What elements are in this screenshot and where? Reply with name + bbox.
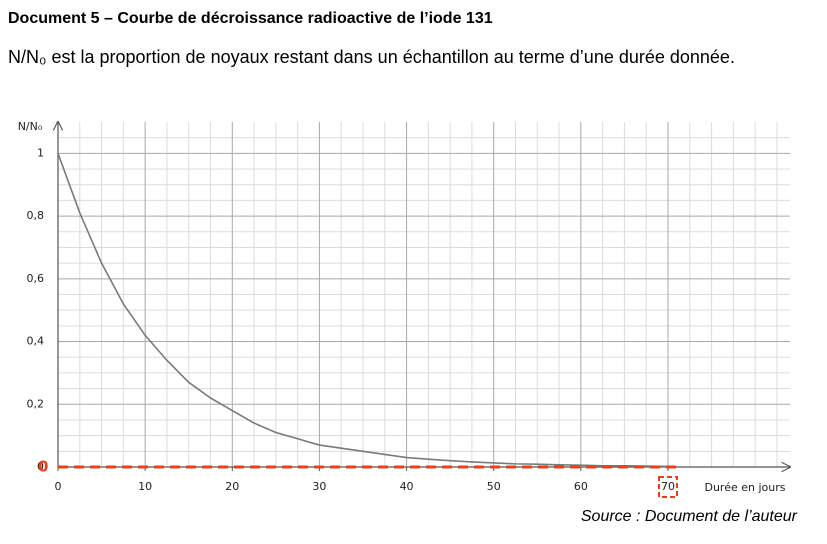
- x-tick-label: 40: [400, 480, 414, 493]
- x-tick-label: 70: [661, 480, 675, 493]
- x-tick-label: 0: [55, 480, 62, 493]
- y-tick-label: 0,2: [27, 397, 45, 410]
- source: Source : Document de l’auteur: [580, 508, 797, 525]
- red-dashed-box: [658, 476, 678, 498]
- y-tick-label: 0,4: [27, 335, 45, 348]
- x-axis-label: Durée en jours: [704, 481, 785, 494]
- doc-text: N/N₀ est la proportion de noyaux restant…: [8, 47, 735, 67]
- y-tick-label: 1: [37, 146, 44, 159]
- doc-title: Document 5 – Courbe de décroissance radi…: [8, 10, 493, 27]
- x-tick-label: 20: [225, 480, 239, 493]
- annotation: 0: [38, 458, 48, 476]
- y-tick-label: 0,6: [27, 272, 45, 285]
- y-axis-label: N/N₀: [18, 120, 43, 133]
- y-tick-label: 0: [37, 460, 44, 473]
- x-tick-label: 50: [487, 480, 501, 493]
- curve: [57, 153, 669, 468]
- y-tick-label: 0,8: [27, 209, 45, 222]
- x-tick-label: 60: [574, 480, 588, 493]
- x-tick-label: 30: [312, 480, 326, 493]
- x-tick-label: 10: [138, 480, 152, 493]
